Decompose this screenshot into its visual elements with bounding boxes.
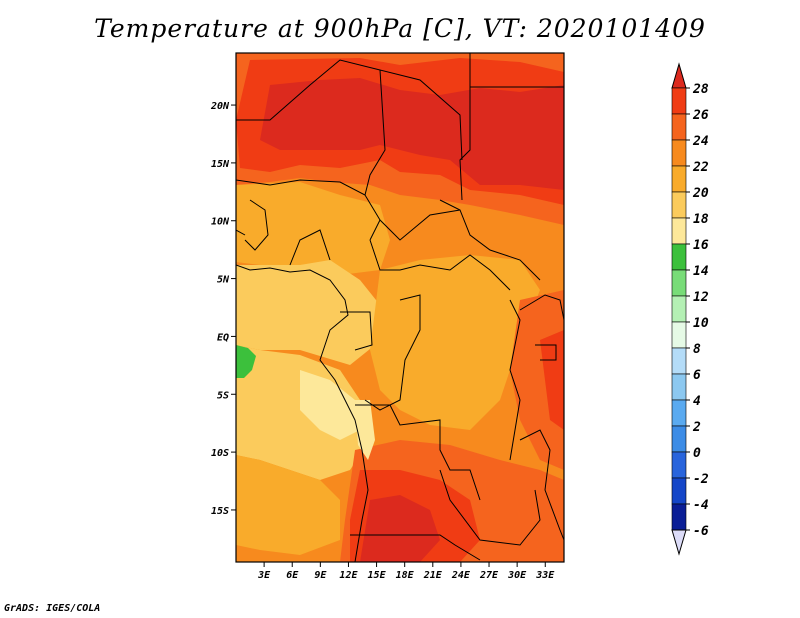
colorbar-swatch: [671, 165, 687, 193]
country-borders: [236, 53, 564, 562]
lat-tick-label: 10S: [211, 448, 229, 459]
border-lake-victoria: [535, 344, 557, 361]
latitude-axis: 20N 15N 10N 5N EQ 5S 10S 15S: [210, 101, 236, 517]
border-guinea: [244, 199, 269, 251]
lon-tick-label: 33E: [535, 570, 555, 581]
grads-credit: GrADS: IGES/COLA: [4, 603, 101, 614]
colorbar-label: 14: [693, 264, 709, 279]
colorbar-label: 18: [693, 212, 709, 227]
border-sudan-south: [439, 199, 541, 281]
lon-tick-label: 9E: [314, 570, 327, 581]
border-congo: [364, 294, 421, 411]
colorbar-swatch: [671, 425, 687, 453]
border-gabon: [340, 311, 373, 351]
colorbar-label: 0: [693, 446, 701, 461]
lat-tick-label: 5N: [217, 275, 230, 286]
colorbar-swatch: [671, 87, 687, 115]
coastline-west: [236, 264, 369, 562]
border-niger-chad: [364, 69, 386, 196]
lon-tick-label: 24E: [451, 570, 471, 581]
colorbar-label: 20: [692, 186, 709, 201]
colorbar-label: 2: [692, 420, 701, 435]
field-band-24-26-east: [510, 290, 564, 470]
field-band-18-20-gulf: [236, 260, 380, 365]
temperature-field: [236, 53, 564, 562]
longitude-axis: 3E 6E 9E 12E 15E 18E 21E 24E 27E 30E 33E: [257, 562, 555, 581]
field-band-16-18-atlantic: [300, 370, 360, 440]
colorbar-swatch: [671, 503, 687, 531]
colorbar-swatch: [671, 373, 687, 401]
colorbar-swatch: [671, 139, 687, 167]
lon-tick-label: 18E: [396, 570, 415, 581]
border-sahara: [236, 59, 463, 161]
colorbar-label: 28: [692, 82, 709, 97]
colorbar-swatch: [671, 451, 687, 479]
border-car-drc: [369, 239, 511, 291]
field-band-20-22-congo: [370, 255, 540, 430]
colorbar-label: 24: [692, 134, 709, 149]
colorbar-swatch: [671, 243, 687, 271]
colorbar-swatch: [671, 399, 687, 427]
colorbar-swatch: [671, 217, 687, 245]
border-angola: [355, 404, 481, 501]
colorbar-label: 22: [692, 160, 709, 175]
field-band-20-22-west: [236, 182, 390, 275]
border-chad-car: [379, 209, 461, 241]
colorbar-label: -2: [693, 472, 709, 487]
colorbar-label: 10: [693, 316, 709, 331]
colorbar-swatch: [671, 295, 687, 323]
lat-tick-label: 15N: [211, 159, 230, 170]
field-band-16-18-coast: [355, 400, 375, 460]
colorbar-label: 26: [692, 108, 709, 123]
lat-tick-label: EQ: [217, 332, 229, 343]
colorbar-label: 6: [693, 368, 701, 383]
colorbar-swatch: [671, 347, 687, 375]
colorbar-label: -6: [693, 524, 709, 539]
lon-tick-label: 6E: [286, 570, 299, 581]
colorbar-label: 12: [693, 290, 709, 305]
lon-tick-label: 3E: [257, 570, 271, 581]
border-uganda-kenya: [519, 294, 564, 321]
colorbar-label: 4: [693, 394, 701, 409]
colorbar-label: -4: [693, 498, 709, 513]
border-ghana-togo: [289, 229, 331, 266]
field-band-26-28-east: [540, 330, 564, 430]
lon-tick-label: 30E: [507, 570, 527, 581]
colorbar-swatch: [671, 269, 687, 297]
map-frame: [235, 52, 565, 563]
colorbar-swatch: [671, 477, 687, 505]
border-egypt-sudan: [459, 53, 471, 201]
colorbar-bottom-arrow: [671, 529, 687, 556]
lon-tick-label: 21E: [423, 570, 443, 581]
lon-tick-label: 15E: [368, 570, 387, 581]
colorbar-swatch: [671, 113, 687, 141]
colorbar-swatch: [671, 321, 687, 349]
lon-tick-label: 12E: [339, 570, 358, 581]
border-mozambique: [519, 429, 564, 541]
field-band-28-north: [260, 78, 564, 190]
field-band-28-south: [360, 495, 440, 562]
border-zambia: [439, 469, 541, 546]
lon-tick-label: 27E: [479, 570, 499, 581]
colorbar-swatch: [671, 191, 687, 219]
map-title: Temperature at 900hPa [C], VT: 202010140…: [94, 14, 706, 43]
lat-tick-label: 15S: [211, 506, 229, 517]
border-lakes: [509, 299, 521, 461]
lat-tick-label: 5S: [217, 390, 229, 401]
colorbar-label: 8: [693, 342, 701, 357]
field-band-14-16-patch: [236, 345, 256, 378]
field-band-20-22-south: [236, 455, 340, 555]
lat-tick-label: 10N: [211, 217, 230, 228]
lat-tick-label: 20N: [210, 101, 230, 112]
colorbar-label: 16: [693, 238, 709, 253]
border-west-edge: [236, 229, 246, 236]
border-namibia: [350, 534, 481, 561]
colorbar-top-arrow: [671, 62, 687, 89]
